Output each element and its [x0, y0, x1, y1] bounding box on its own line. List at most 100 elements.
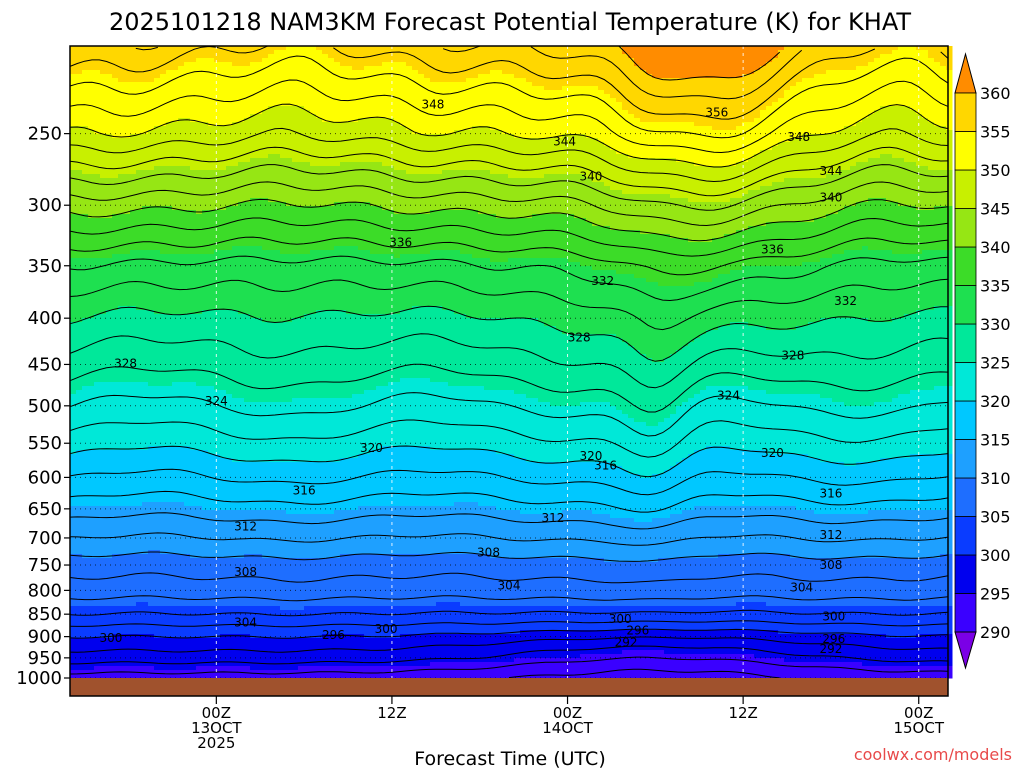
field-cell	[256, 238, 263, 243]
field-cell	[124, 182, 131, 187]
field-cell	[190, 158, 197, 163]
field-cell	[136, 518, 143, 523]
field-cell	[136, 182, 143, 187]
field-cell	[88, 54, 95, 59]
field-cell	[178, 286, 185, 291]
field-cell	[172, 50, 179, 55]
field-cell	[190, 558, 197, 563]
field-cell	[82, 410, 89, 415]
field-cell	[88, 570, 95, 575]
field-cell	[244, 82, 251, 87]
field-cell	[166, 166, 173, 171]
field-cell	[124, 90, 131, 95]
field-cell	[112, 170, 119, 175]
field-cell	[190, 186, 197, 191]
field-cell	[124, 274, 131, 279]
field-cell	[76, 282, 83, 287]
field-cell	[250, 122, 257, 127]
field-cell	[214, 674, 221, 679]
field-cell	[130, 102, 137, 107]
field-cell	[118, 530, 125, 535]
field-cell	[172, 562, 179, 567]
field-cell	[106, 510, 113, 515]
field-cell	[130, 598, 137, 603]
field-cell	[232, 338, 239, 343]
field-cell	[148, 350, 155, 355]
field-cell	[76, 266, 83, 271]
field-cell	[190, 202, 197, 207]
field-cell	[172, 230, 179, 235]
field-cell	[220, 354, 227, 359]
field-cell	[82, 322, 89, 327]
field-cell	[124, 82, 131, 87]
field-cell	[118, 330, 125, 335]
field-cell	[94, 110, 101, 115]
field-cell	[172, 134, 179, 139]
field-cell	[106, 506, 113, 511]
field-cell	[112, 562, 119, 567]
field-cell	[76, 58, 83, 63]
field-cell	[172, 654, 179, 659]
field-cell	[214, 662, 221, 667]
field-cell	[166, 454, 173, 459]
field-cell	[172, 570, 179, 575]
field-cell	[232, 230, 239, 235]
field-cell	[178, 194, 185, 199]
field-cell	[82, 398, 89, 403]
field-cell	[226, 458, 233, 463]
field-cell	[154, 262, 161, 267]
field-cell	[172, 58, 179, 63]
field-cell	[238, 62, 245, 67]
field-cell	[160, 574, 167, 579]
field-cell	[208, 222, 215, 227]
field-cell	[88, 190, 95, 195]
field-cell	[226, 126, 233, 131]
field-cell	[256, 106, 263, 111]
field-cell	[178, 78, 185, 83]
field-cell	[148, 614, 155, 619]
field-cell	[100, 474, 107, 479]
field-cell	[208, 594, 215, 599]
field-cell	[166, 674, 173, 679]
field-cell	[76, 570, 83, 575]
field-cell	[142, 666, 149, 671]
field-cell	[94, 574, 101, 579]
field-cell	[148, 234, 155, 239]
field-cell	[178, 310, 185, 315]
field-cell	[100, 162, 107, 167]
field-cell	[100, 54, 107, 59]
field-cell	[154, 326, 161, 331]
field-cell	[148, 674, 155, 679]
field-cell	[118, 174, 125, 179]
field-cell	[196, 462, 203, 467]
field-cell	[124, 278, 131, 283]
field-cell	[214, 122, 221, 127]
field-cell	[154, 446, 161, 451]
field-cell	[100, 334, 107, 339]
field-cell	[76, 126, 83, 131]
field-cell	[184, 238, 191, 243]
field-cell	[178, 46, 185, 51]
field-cell	[154, 110, 161, 115]
field-cell	[220, 118, 227, 123]
field-cell	[208, 530, 215, 535]
field-cell	[160, 522, 167, 527]
field-cell	[220, 178, 227, 183]
field-cell	[178, 338, 185, 343]
field-cell	[82, 522, 89, 527]
field-cell	[250, 346, 257, 351]
field-cell	[196, 146, 203, 151]
field-cell	[142, 358, 149, 363]
field-cell	[238, 238, 245, 243]
field-cell	[226, 122, 233, 127]
field-cell	[202, 122, 209, 127]
field-cell	[118, 170, 125, 175]
field-cell	[256, 142, 263, 147]
field-cell	[106, 490, 113, 495]
field-cell	[136, 266, 143, 271]
field-cell	[256, 134, 263, 139]
field-cell	[250, 302, 257, 307]
field-cell	[130, 490, 137, 495]
field-cell	[184, 426, 191, 431]
field-cell	[220, 274, 227, 279]
